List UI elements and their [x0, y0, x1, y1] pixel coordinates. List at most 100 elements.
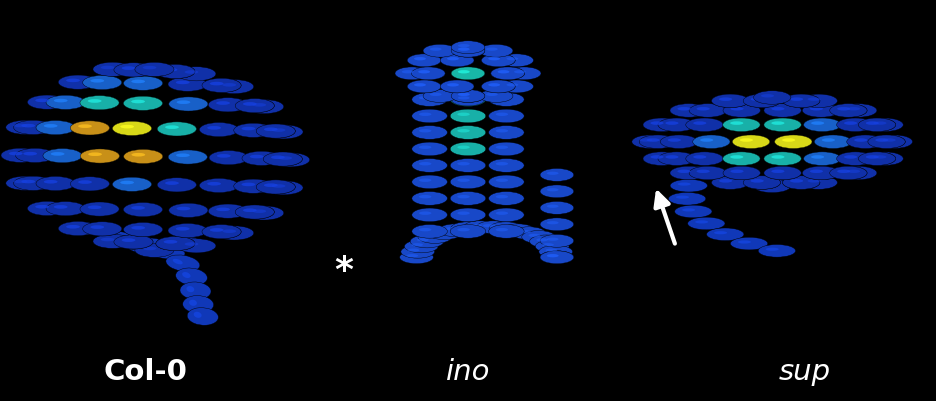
- Ellipse shape: [186, 286, 195, 292]
- Ellipse shape: [540, 251, 574, 264]
- Ellipse shape: [766, 248, 779, 251]
- Ellipse shape: [723, 104, 760, 118]
- Text: *: *: [334, 254, 353, 288]
- Ellipse shape: [210, 83, 224, 86]
- Ellipse shape: [14, 124, 27, 128]
- Ellipse shape: [694, 156, 707, 159]
- Ellipse shape: [210, 83, 224, 86]
- Ellipse shape: [101, 238, 114, 242]
- Ellipse shape: [189, 300, 197, 306]
- Ellipse shape: [667, 139, 680, 142]
- Ellipse shape: [498, 71, 509, 74]
- Ellipse shape: [873, 122, 886, 126]
- Ellipse shape: [271, 156, 285, 160]
- Ellipse shape: [751, 180, 764, 183]
- Ellipse shape: [202, 79, 241, 93]
- Ellipse shape: [22, 180, 36, 184]
- Ellipse shape: [168, 98, 208, 112]
- Ellipse shape: [665, 156, 679, 159]
- Ellipse shape: [264, 184, 278, 188]
- Ellipse shape: [434, 231, 446, 234]
- Ellipse shape: [875, 139, 888, 142]
- Ellipse shape: [723, 152, 760, 166]
- Ellipse shape: [764, 167, 801, 180]
- Ellipse shape: [446, 227, 457, 231]
- Ellipse shape: [730, 122, 743, 126]
- Ellipse shape: [124, 223, 163, 237]
- Ellipse shape: [450, 159, 486, 173]
- Ellipse shape: [479, 45, 513, 58]
- Ellipse shape: [440, 81, 474, 94]
- Ellipse shape: [782, 139, 796, 142]
- Ellipse shape: [450, 93, 486, 107]
- Ellipse shape: [670, 167, 708, 180]
- Ellipse shape: [489, 110, 524, 124]
- Ellipse shape: [234, 124, 273, 138]
- Ellipse shape: [142, 247, 156, 251]
- Ellipse shape: [761, 95, 774, 98]
- Ellipse shape: [14, 180, 27, 184]
- Ellipse shape: [506, 58, 519, 61]
- Ellipse shape: [707, 229, 744, 241]
- Ellipse shape: [714, 231, 727, 235]
- Ellipse shape: [156, 65, 195, 79]
- Ellipse shape: [430, 93, 442, 97]
- Ellipse shape: [810, 108, 823, 111]
- Ellipse shape: [114, 64, 153, 78]
- Ellipse shape: [751, 98, 764, 101]
- Ellipse shape: [58, 76, 97, 90]
- Ellipse shape: [79, 181, 92, 184]
- Ellipse shape: [93, 235, 132, 249]
- Ellipse shape: [743, 176, 781, 190]
- Ellipse shape: [730, 156, 743, 159]
- Ellipse shape: [51, 153, 65, 156]
- Ellipse shape: [507, 68, 541, 81]
- Ellipse shape: [124, 203, 163, 217]
- Ellipse shape: [216, 102, 230, 105]
- Ellipse shape: [402, 71, 414, 74]
- Ellipse shape: [36, 121, 75, 135]
- Ellipse shape: [256, 125, 295, 139]
- Ellipse shape: [243, 103, 256, 106]
- Ellipse shape: [157, 123, 197, 137]
- Ellipse shape: [529, 234, 540, 237]
- Ellipse shape: [868, 136, 905, 149]
- Ellipse shape: [771, 108, 784, 111]
- Ellipse shape: [458, 97, 470, 100]
- Ellipse shape: [253, 104, 266, 107]
- Ellipse shape: [837, 119, 874, 132]
- Ellipse shape: [512, 227, 546, 240]
- Ellipse shape: [496, 212, 508, 215]
- Ellipse shape: [837, 108, 850, 111]
- Ellipse shape: [184, 243, 198, 246]
- Ellipse shape: [80, 96, 119, 111]
- Ellipse shape: [840, 167, 877, 180]
- Ellipse shape: [678, 170, 691, 174]
- Ellipse shape: [873, 156, 886, 159]
- Ellipse shape: [486, 49, 498, 52]
- Ellipse shape: [124, 150, 163, 164]
- Ellipse shape: [696, 170, 709, 174]
- Ellipse shape: [547, 205, 559, 209]
- Ellipse shape: [496, 163, 508, 166]
- Ellipse shape: [122, 67, 136, 71]
- Ellipse shape: [700, 139, 713, 142]
- Ellipse shape: [58, 76, 97, 90]
- Ellipse shape: [82, 76, 122, 90]
- Ellipse shape: [458, 71, 470, 74]
- Ellipse shape: [44, 125, 57, 128]
- Ellipse shape: [234, 124, 273, 138]
- Ellipse shape: [263, 153, 302, 167]
- Ellipse shape: [173, 259, 183, 265]
- Ellipse shape: [489, 84, 500, 87]
- Ellipse shape: [66, 225, 80, 229]
- Ellipse shape: [121, 181, 134, 185]
- Ellipse shape: [8, 152, 22, 156]
- Ellipse shape: [202, 225, 241, 239]
- Ellipse shape: [44, 180, 57, 184]
- Ellipse shape: [658, 119, 695, 132]
- Ellipse shape: [412, 209, 447, 222]
- Ellipse shape: [719, 98, 732, 101]
- Ellipse shape: [665, 122, 679, 126]
- Ellipse shape: [412, 68, 446, 81]
